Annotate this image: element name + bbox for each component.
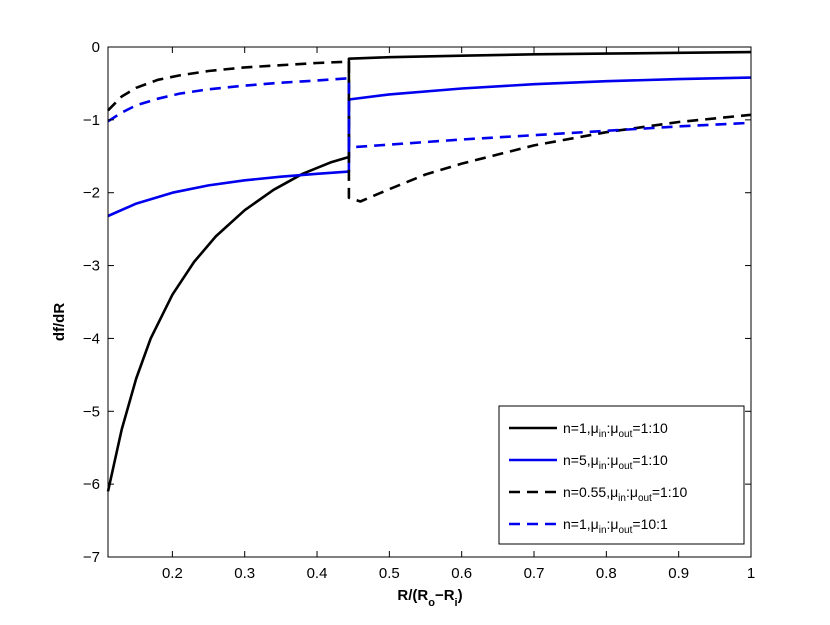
y-tick-label: −2 <box>83 185 100 202</box>
x-tick-label: 1 <box>747 565 755 582</box>
legend-label-4: n=1,μin:μout=10:1 <box>563 516 668 536</box>
x-tick-label: 0.8 <box>596 565 617 582</box>
x-tick-label: 0.9 <box>668 565 689 582</box>
series-layer <box>106 50 752 492</box>
y-tick-label: −7 <box>83 549 100 566</box>
x-tick-label: 0.2 <box>162 565 183 582</box>
series-line-4 <box>107 77 752 149</box>
axes-layer: 0.2 0.3 0.4 0.5 0.6 0.7 0.8 0.9 1 0 −1 −2 −3 −4 −5 −6 −7 <box>83 39 755 582</box>
x-axis-label: R/(Ro−Ri) <box>397 587 462 609</box>
series-line-3 <box>107 60 752 203</box>
legend: n=1,μin:μout=1:10 n=5,μin:μout=1:10 n=0.55… <box>498 405 745 545</box>
axes-frame <box>107 46 752 558</box>
y-axis-label: df/dR <box>51 303 68 341</box>
legend-label-2: n=5,μin:μout=1:10 <box>563 452 668 472</box>
y-tick-label: 0 <box>92 39 100 56</box>
y-tick-label: −6 <box>83 476 100 493</box>
x-tick-label: 0.4 <box>307 565 328 582</box>
legend-label-3: n=0.55,μin:μout=1:10 <box>563 484 687 504</box>
y-tick-label: −1 <box>83 112 100 129</box>
legend-label-1: n=1,μin:μout=1:10 <box>563 420 668 440</box>
x-tick-label: 0.5 <box>379 565 400 582</box>
x-tick-label: 0.6 <box>451 565 472 582</box>
x-tick-label: 0.3 <box>234 565 255 582</box>
y-tick-label: −3 <box>83 258 100 275</box>
x-tick-label: 0.7 <box>524 565 545 582</box>
y-tick-label: −4 <box>83 330 100 347</box>
y-tick-label: −5 <box>83 403 100 420</box>
